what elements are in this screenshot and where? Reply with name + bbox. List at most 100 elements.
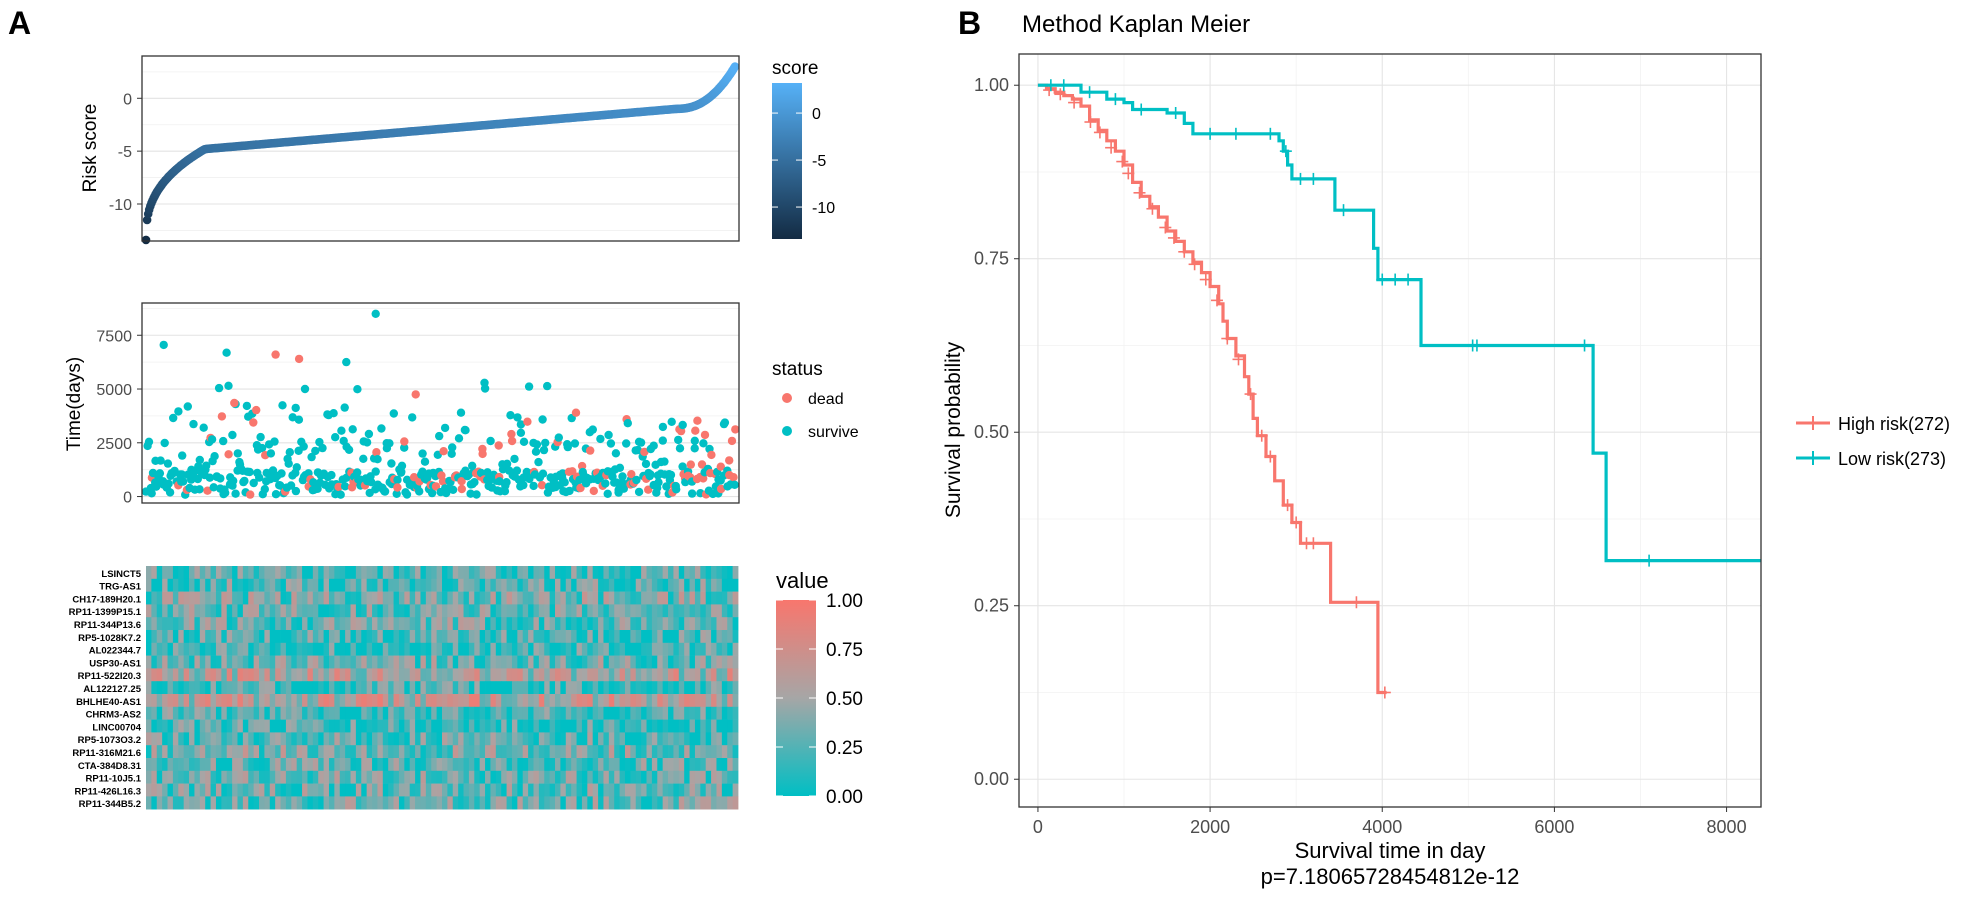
survive-point [144,437,154,446]
heatmap-cell [576,642,583,656]
heatmap-cell [651,770,658,784]
heatmap-cell [183,668,190,682]
heatmap-cell [587,706,594,720]
heatmap-cell [474,796,481,810]
heatmap-cell [474,578,481,592]
heatmap-cell [495,578,502,592]
heatmap-cell [302,706,308,720]
heatmap-cell [651,732,658,746]
heatmap-cell [382,604,389,618]
heatmap-cell [506,694,513,708]
heatmap-cell [463,604,470,618]
heatmap-cell [598,604,604,618]
heatmap-cell [468,591,475,605]
heatmap-cell [528,706,534,720]
heatmap-cell [296,681,303,695]
heatmap-cell [716,770,723,784]
heatmap-cell [732,591,739,605]
heatmap-cell [199,694,206,708]
value-legend-tick-label: 0.50 [826,689,863,710]
heatmap-cell [205,796,211,810]
heatmap-cell [259,770,265,784]
heatmap-cell [657,732,664,746]
heatmap-cell [393,591,400,605]
heatmap-cell [549,796,556,810]
heatmap-cell [355,770,362,784]
heatmap-cell [635,578,642,592]
heatmap-cell [501,783,507,797]
heatmap-cell [183,591,190,605]
heatmap-cell [172,642,179,656]
heatmap-cell [598,617,604,631]
heatmap-cell [199,758,206,772]
heatmap-cell [479,630,486,644]
heatmap-cell [452,732,459,746]
dead-point [457,477,466,486]
heatmap-cell [458,578,464,592]
heatmap-cell [167,694,174,708]
survive-point [344,445,354,454]
heatmap-cell [296,604,303,618]
heatmap-cell [183,706,190,720]
heatmap-cell [382,681,389,695]
heatmap-cell [716,642,723,656]
heatmap-cell [447,719,454,733]
heatmap-cell [226,642,233,656]
survive-point [165,488,175,497]
heatmap-cell [167,745,174,759]
status-y-tick-label: 5000 [96,382,132,399]
heatmap-cell [576,578,583,592]
heatmap-cell [533,668,540,682]
dead-point [644,485,653,494]
heatmap-cell [237,681,244,695]
heatmap-cell [162,566,168,580]
km-y-label: Survival probability [942,341,965,518]
heatmap-cell [253,591,260,605]
heatmap-cell [194,617,201,631]
heatmap-cell [388,578,394,592]
heatmap-cell [189,796,195,810]
heatmap-cell [232,655,238,669]
heatmap-cell [544,758,551,772]
heatmap-cell [178,706,185,720]
heatmap-cell [221,617,228,631]
heatmap-cell [398,694,405,708]
survive-point [179,477,188,486]
heatmap-cell [275,655,281,669]
heatmap-cell [727,706,734,720]
heatmap-cell [463,630,470,644]
survive-point [604,430,613,440]
heatmap-cell [560,732,567,746]
heatmap-cell [328,655,335,669]
heatmap-cell [630,758,637,772]
survive-point [420,457,430,466]
heatmap-cell [684,668,690,682]
heatmap-cell [565,578,572,592]
heatmap-cell [328,706,335,720]
heatmap-cell [328,578,335,592]
heatmap-cell [377,745,384,759]
survive-point [418,449,427,458]
heatmap-cell [727,591,734,605]
heatmap-cell [291,706,298,720]
heatmap-cell [398,617,405,631]
heatmap-cell [398,732,405,746]
heatmap-cell [291,566,298,580]
heatmap-cell [668,681,674,695]
heatmap-cell [291,796,298,810]
heatmap-cell [156,796,163,810]
heatmap-cell [614,706,620,720]
heatmap-cell [592,694,599,708]
heatmap-cell [555,630,561,644]
heatmap-cell [242,591,249,605]
heatmap-cell [215,783,222,797]
heatmap-cell [199,591,206,605]
heatmap-cell [468,745,475,759]
heatmap-cell [678,668,685,682]
heatmap-cell [264,617,271,631]
heatmap-cell [248,617,255,631]
heatmap-cell [560,655,567,669]
heatmap-cell [511,745,518,759]
heatmap-cell [700,604,707,618]
heatmap-cell [328,591,335,605]
